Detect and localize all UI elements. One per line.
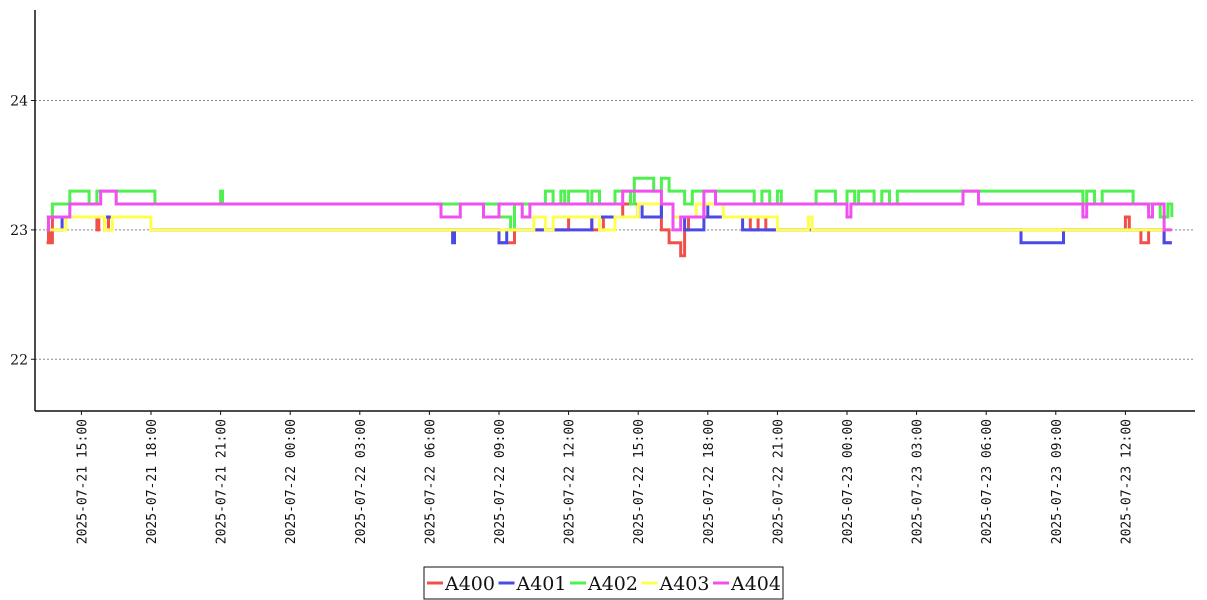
- x-tick-label: 2025-07-23 00:00: [841, 419, 856, 544]
- legend: A400 A401 A402 A403 A404: [423, 566, 784, 600]
- x-tick-label: 2025-07-21 18:00: [145, 419, 160, 544]
- x-tick-label: 2025-07-22 18:00: [702, 419, 717, 544]
- x-tick-label: 2025-07-22 21:00: [771, 419, 786, 544]
- y-tick-label: 23: [10, 223, 28, 239]
- axes: [34, 10, 1195, 412]
- legend-label-a402: A402: [587, 573, 638, 595]
- x-tick-label: 2025-07-22 12:00: [563, 419, 578, 544]
- x-tick-label: 2025-07-23 09:00: [1050, 419, 1065, 544]
- series-line-a403: [46, 202, 1172, 232]
- series-line-a401: [46, 202, 1172, 245]
- x-tick-label: 2025-07-23 03:00: [911, 419, 926, 544]
- legend-label-a401: A401: [516, 573, 567, 595]
- x-tick-label: 2025-07-23 06:00: [980, 419, 995, 544]
- x-tick-label: 2025-07-21 21:00: [215, 419, 230, 544]
- y-tick-label: 22: [10, 352, 28, 368]
- x-tick-label: 2025-07-22 00:00: [284, 419, 299, 544]
- x-tick-labels: 2025-07-21 15:00 2025-07-21 18:00 2025-07-…: [75, 411, 1134, 544]
- x-tick-label: 2025-07-22 09:00: [493, 419, 508, 544]
- x-tick-label: 2025-07-23 12:00: [1119, 419, 1134, 544]
- legend-label-a403: A403: [659, 573, 710, 595]
- x-tick-label: 2025-07-22 15:00: [632, 419, 647, 544]
- series-line-a404: [46, 189, 1172, 232]
- series-lines: [46, 176, 1174, 258]
- legend-label-a400: A400: [444, 573, 495, 595]
- legend-label-a404: A404: [730, 573, 781, 595]
- x-tick-label: 2025-07-22 03:00: [354, 419, 369, 544]
- y-tick-label: 24: [10, 94, 28, 110]
- x-tick-label: 2025-07-22 06:00: [423, 419, 438, 544]
- y-tick-labels: 22 23 24: [10, 94, 35, 368]
- x-tick-label: 2025-07-21 15:00: [75, 419, 90, 544]
